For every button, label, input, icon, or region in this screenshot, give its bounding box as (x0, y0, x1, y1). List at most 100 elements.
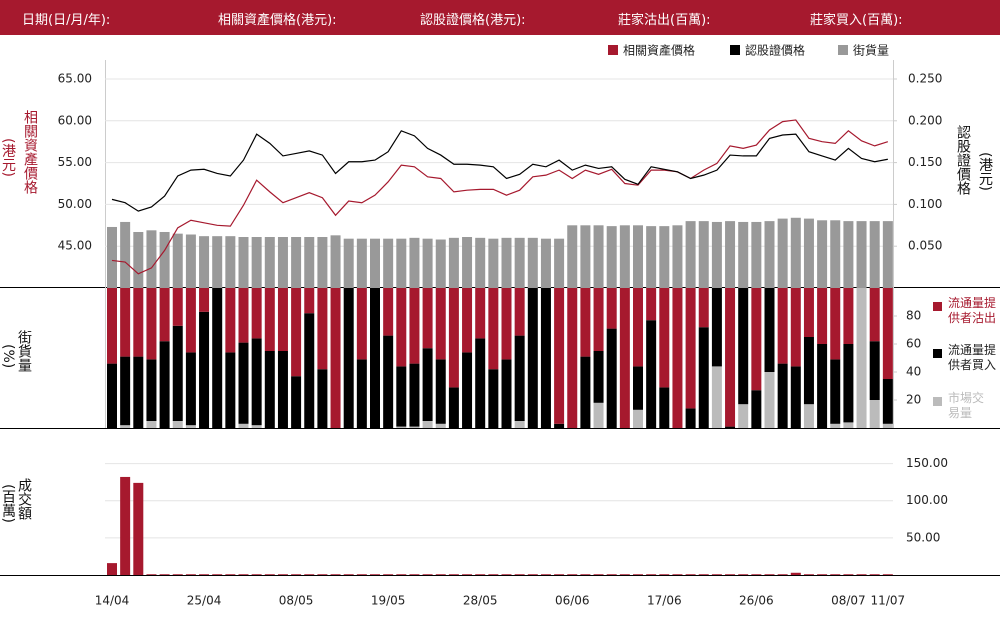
y2-axis-unit: (港元) (977, 152, 993, 191)
street-bar (370, 238, 380, 288)
share-bar (146, 288, 157, 360)
street-bar (435, 239, 446, 288)
legend-swatch (608, 45, 618, 55)
share-bar (817, 344, 828, 428)
share-bar (396, 426, 407, 428)
turnover-bar (435, 574, 446, 575)
y-tick-label: 60.00 (58, 113, 92, 127)
share-bar (646, 320, 657, 428)
share-bar (107, 363, 117, 428)
share-bar (435, 288, 446, 360)
x-tick-label: 14/04 (95, 594, 130, 608)
street-bar (185, 234, 196, 288)
street-bar (448, 237, 459, 288)
street-bar (264, 237, 275, 288)
share-bar (869, 400, 880, 428)
share-bar (435, 359, 446, 424)
turnover-bar (777, 574, 788, 575)
street-bar (633, 225, 643, 288)
share-bar (777, 288, 788, 364)
share-bar (514, 288, 525, 336)
turnover-bar (356, 574, 367, 575)
share-bar (212, 288, 223, 428)
share-bar (790, 366, 801, 428)
turnover-bar (711, 574, 722, 575)
share-bar (659, 387, 670, 428)
street-bar (488, 238, 499, 288)
street-bar (856, 221, 867, 288)
y-axis-label: 成交額 (16, 478, 32, 520)
turnover-bar (488, 574, 499, 575)
turnover-bar (330, 574, 341, 575)
share-bar (856, 288, 867, 428)
turnover-bar (238, 574, 249, 575)
share-bar (199, 311, 210, 428)
street-bar (356, 238, 367, 288)
share-bar (567, 288, 578, 428)
share-bar (225, 288, 236, 353)
share-bar (462, 288, 473, 353)
share-bar (501, 288, 512, 360)
turnover-bar (383, 574, 394, 575)
header-field: 莊家沽出(百萬): (618, 13, 711, 28)
street-bar (317, 237, 328, 288)
share-bar (751, 288, 762, 391)
turnover-bar (185, 574, 196, 575)
share-bar (672, 288, 683, 428)
x-tick-label: 08/05 (279, 594, 314, 608)
share-bar (317, 288, 328, 370)
share-bar (383, 288, 394, 336)
share-bar (435, 423, 446, 428)
legend-label: 流通量提供者買入 (948, 343, 997, 372)
street-bar (343, 238, 354, 288)
share-bar (764, 288, 775, 372)
share-bar (711, 288, 722, 367)
turnover-bar (264, 574, 275, 575)
share-bar (764, 372, 775, 428)
share-bar (383, 335, 394, 428)
x-tick-label: 28/05 (463, 594, 498, 608)
share-bar (185, 352, 196, 426)
share-bar (396, 366, 407, 427)
share-bar (803, 337, 814, 405)
share-bar (738, 288, 749, 405)
turnover-bar (659, 574, 670, 575)
share-bar (277, 351, 288, 428)
share-bar (291, 288, 302, 377)
street-bar (619, 225, 630, 288)
street-bar (830, 220, 841, 288)
street-bar (159, 231, 170, 288)
y2-tick-label: 60 (906, 337, 921, 351)
street-bar (777, 218, 788, 288)
legend-label: 相關資產價格 (623, 43, 695, 58)
share-bar (554, 423, 565, 428)
share-bar (199, 288, 210, 312)
share-bar (172, 421, 183, 428)
street-bar (527, 237, 538, 288)
street-bar (606, 226, 617, 288)
turnover-bar (646, 574, 657, 575)
turnover-bar (422, 574, 433, 575)
share-bar (830, 288, 841, 360)
street-bar (238, 237, 249, 288)
share-bar (120, 356, 131, 426)
share-bar (593, 351, 604, 403)
turnover-bar (843, 574, 854, 575)
turnover-bar (685, 574, 696, 575)
turnover-bar (869, 574, 880, 575)
share-bar (698, 288, 709, 328)
x-tick-label: 26/06 (739, 594, 774, 608)
turnover-bar (396, 574, 407, 575)
turnover-bar (514, 574, 525, 575)
share-bar (514, 335, 525, 421)
share-bar (133, 288, 144, 357)
turnover-bar (817, 574, 828, 575)
street-bar (817, 220, 828, 288)
share-bar (606, 328, 617, 428)
turnover-bar (409, 574, 420, 575)
share-bar (185, 425, 196, 428)
turnover-bar (225, 574, 236, 575)
share-bar (409, 426, 420, 428)
turnover-bar (619, 574, 630, 575)
share-bar (790, 288, 801, 367)
